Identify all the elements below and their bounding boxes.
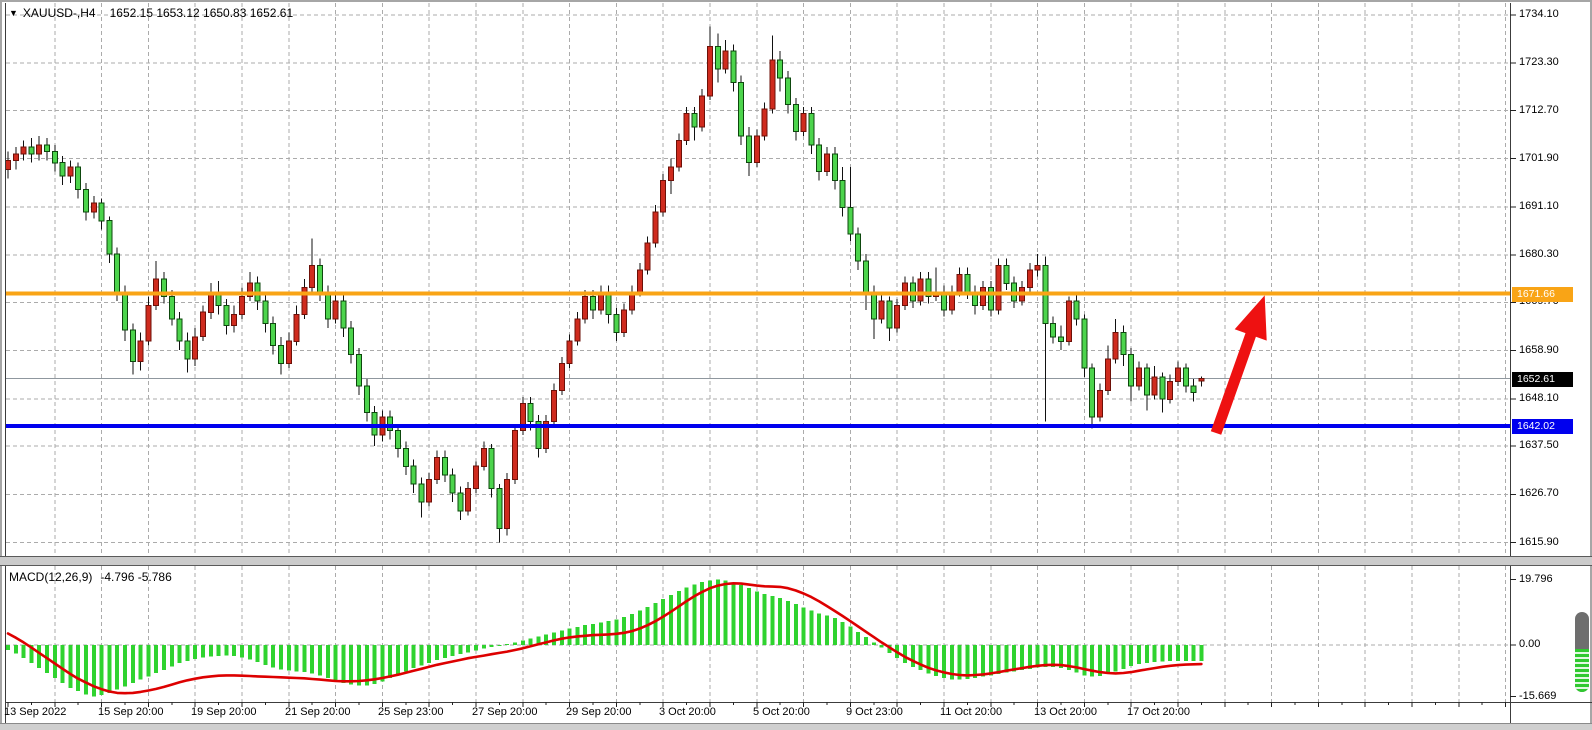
price-axis-label: 1637.50 <box>1519 439 1559 451</box>
macd-axis-label: 0.00 <box>1519 638 1541 650</box>
macd-axis-label: 19.796 <box>1519 573 1553 585</box>
price-axis-label: 1680.30 <box>1519 248 1559 260</box>
time-axis-label: 21 Sep 20:00 <box>285 706 351 718</box>
trend-arrow[interactable] <box>1210 295 1267 435</box>
price-axis-label: 1691.10 <box>1519 200 1559 212</box>
macd-values-label: -4.796 -5.786 <box>100 570 172 584</box>
time-axis-label: 3 Oct 20:00 <box>659 706 716 718</box>
candles-series <box>5 26 1205 543</box>
panel-frame <box>5 3 1592 723</box>
panel-splitter[interactable] <box>0 556 1592 566</box>
price-axis-label: 1701.90 <box>1519 152 1559 164</box>
time-axis-label: 17 Oct 20:00 <box>1127 706 1190 718</box>
current-price-chip: 1652.61 <box>1512 372 1573 387</box>
resistance-price-chip: 1671.66 <box>1512 287 1573 302</box>
time-axis-label: 29 Sep 20:00 <box>566 706 632 718</box>
resistance-line[interactable] <box>6 291 1510 296</box>
symbol-period-label: XAUUSD-,H4 <box>22 6 96 20</box>
support-line[interactable] <box>6 424 1510 428</box>
time-axis-label: 9 Oct 23:00 <box>846 706 903 718</box>
time-axis-label: 25 Sep 23:00 <box>378 706 444 718</box>
time-axis-label: 19 Sep 20:00 <box>191 706 257 718</box>
collapse-triangle-icon[interactable]: ▼ <box>9 8 18 18</box>
time-axis-label: 13 Sep 2022 <box>4 706 67 718</box>
ohlc-quote-label: 1652.15 1653.12 1650.83 1652.61 <box>109 6 294 20</box>
time-axis-label: 15 Sep 20:00 <box>98 706 164 718</box>
scroll-indicator[interactable] <box>1575 612 1589 692</box>
axis-ticks <box>7 14 1516 707</box>
price-axis-label: 1626.70 <box>1519 487 1559 499</box>
chart-title: ▼ XAUUSD-,H4 1652.15 1653.12 1650.83 1652.… <box>9 6 293 20</box>
time-axis-label: 11 Oct 20:00 <box>940 706 1003 718</box>
window-bottom-edge <box>0 723 1592 730</box>
price-axis-label: 1734.10 <box>1519 8 1559 20</box>
macd-histogram <box>6 579 1204 697</box>
price-axis-label: 1712.70 <box>1519 104 1559 116</box>
time-axis-label: 27 Sep 20:00 <box>472 706 538 718</box>
macd-indicator-label: MACD(12,26,9) <box>9 570 93 584</box>
price-axis-label: 1615.90 <box>1519 536 1559 548</box>
macd-axis-label: -15.669 <box>1519 690 1557 702</box>
scroll-indicator-stripes <box>1575 649 1589 692</box>
time-axis-label: 13 Oct 20:00 <box>1034 706 1097 718</box>
price-axis-label: 1648.10 <box>1519 392 1559 404</box>
macd-indicator-title: MACD(12,26,9) -4.796 -5.786 <box>9 570 172 584</box>
time-axis-label: 5 Oct 20:00 <box>753 706 810 718</box>
price-axis-label: 1658.90 <box>1519 344 1559 356</box>
support-price-chip: 1642.02 <box>1512 419 1573 434</box>
macd-signal-line <box>6 581 1203 695</box>
price-axis-label: 1723.30 <box>1519 56 1559 68</box>
